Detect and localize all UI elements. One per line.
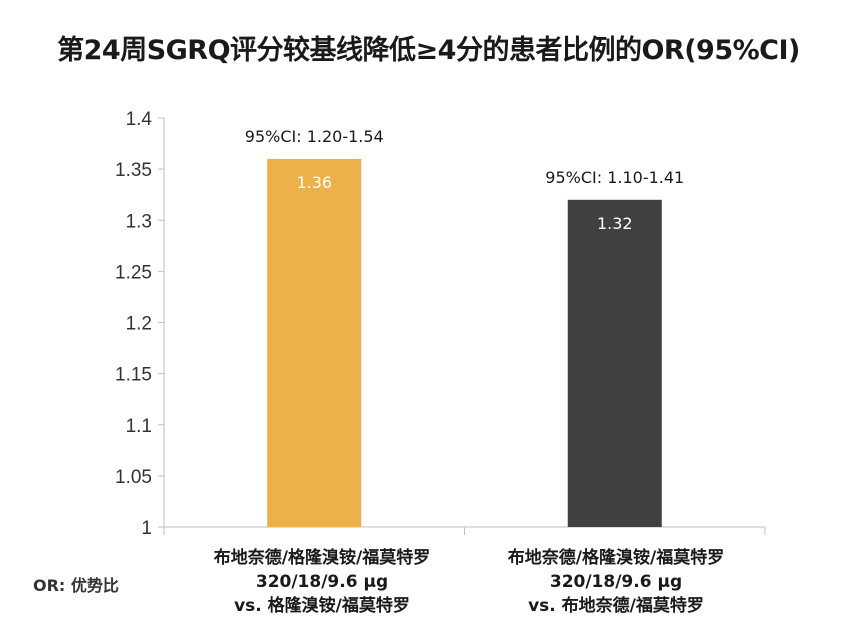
y-tick-label: 1.35 [115, 160, 152, 181]
bars [163, 158, 766, 535]
y-tick-label: 1.4 [126, 109, 153, 130]
category-label-2-line-1: 布地奈德/格隆溴铵/福莫特罗 [507, 548, 725, 568]
bar-1 [267, 158, 362, 527]
bar-2-value-label: 1.32 [597, 214, 633, 233]
category-label-2-line-2: 320/18/9.6 μg [549, 572, 683, 592]
y-tick-label: 1.2 [126, 314, 152, 335]
category-label-1-line-3: vs. 格隆溴铵/福莫特罗 [234, 596, 410, 616]
category-label-1-line-2: 320/18/9.6 μg [255, 572, 389, 592]
chart-title: 第24周SGRQ评分较基线降低≥4分的患者比例的OR(95%CI) [57, 35, 800, 66]
y-tick-label: 1.15 [115, 365, 152, 386]
y-tick-label: 1.3 [126, 211, 152, 232]
bar-2-ci-label: 95%CI: 1.10-1.41 [545, 168, 684, 187]
footnote: OR: 优势比 [33, 576, 119, 595]
y-tick-label: 1.05 [115, 467, 152, 488]
bar-2 [567, 199, 662, 528]
bar-1-ci-label: 95%CI: 1.20-1.54 [245, 127, 384, 146]
y-tick-label: 1.25 [115, 262, 152, 283]
y-tick-label: 1.1 [126, 416, 152, 437]
bar-1-value-label: 1.36 [296, 173, 332, 192]
category-label-2-line-3: vs. 布地奈德/福莫特罗 [528, 596, 704, 616]
y-tick-label: 1 [141, 518, 152, 539]
category-label-2: 布地奈德/格隆溴铵/福莫特罗 320/18/9.6 μg vs. 布地奈德/福莫… [466, 546, 766, 618]
bar-labels: 1.36 95%CI: 1.20-1.54 1.32 95%CI: 1.10-1.41 [245, 127, 684, 233]
category-label-1: 布地奈德/格隆溴铵/福莫特罗 320/18/9.6 μg vs. 格隆溴铵/福莫… [172, 546, 472, 618]
category-label-1-line-1: 布地奈德/格隆溴铵/福莫特罗 [213, 548, 431, 568]
